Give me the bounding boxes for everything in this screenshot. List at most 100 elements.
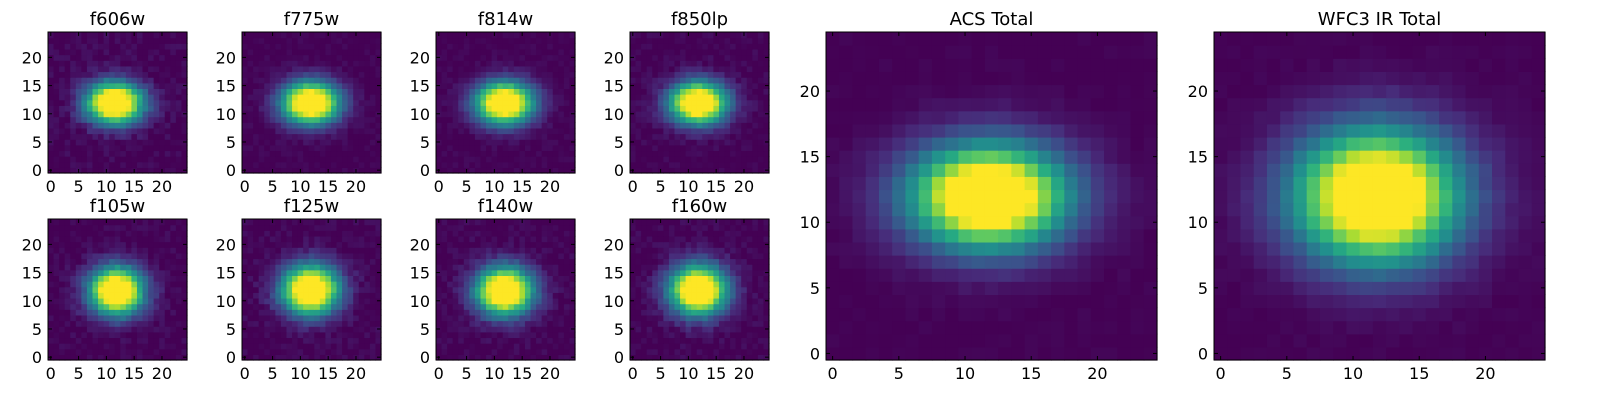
- heatmap-cell: [702, 297, 709, 305]
- heatmap-cell: [735, 32, 742, 39]
- heatmap-cell: [159, 94, 166, 101]
- heatmap-cell: [713, 60, 720, 67]
- heatmap-cell: [347, 326, 354, 333]
- heatmap-cell: [336, 88, 343, 95]
- heatmap-cell: [247, 105, 254, 112]
- heatmap-cell: [242, 235, 249, 243]
- heatmap-cell: [92, 116, 99, 123]
- heatmap-cell: [92, 60, 99, 67]
- heatmap-cell: [53, 32, 60, 39]
- heatmap-cell: [314, 144, 321, 152]
- heatmap-cell: [635, 133, 642, 140]
- heatmap-cell: [480, 54, 487, 61]
- heatmap-cell: [181, 224, 188, 231]
- heatmap-cell: [253, 156, 260, 163]
- heatmap-cell: [491, 54, 498, 61]
- heatmap-cell: [730, 54, 737, 61]
- heatmap-cell: [159, 235, 166, 243]
- heatmap-cell: [336, 343, 343, 350]
- heatmap-cell: [558, 54, 565, 61]
- heatmap-cell: [724, 37, 731, 44]
- heatmap-cell: [657, 116, 664, 123]
- heatmap-cell: [286, 281, 293, 288]
- heatmap-cell: [569, 219, 576, 226]
- heatmap-cell: [480, 150, 487, 157]
- heatmap-cell: [463, 99, 470, 106]
- heatmap-cell: [53, 252, 60, 260]
- heatmap-cell: [48, 71, 55, 78]
- heatmap-cell: [336, 224, 343, 231]
- heatmap-cell: [680, 116, 687, 123]
- heatmap-cell: [552, 314, 559, 322]
- heatmap-cell: [663, 343, 670, 350]
- heatmap-cell: [646, 105, 653, 112]
- heatmap-cell: [319, 303, 326, 310]
- heatmap-cell: [159, 54, 166, 61]
- heatmap-cell: [48, 258, 55, 265]
- heatmap-cell: [519, 122, 526, 129]
- heatmap-cell: [120, 264, 127, 271]
- heatmap-cell: [680, 343, 687, 350]
- heatmap-cell: [674, 60, 681, 67]
- heatmap-cell: [497, 354, 504, 361]
- heatmap-cell: [319, 82, 326, 89]
- heatmap-cell: [297, 303, 304, 310]
- heatmap-cell: [469, 156, 476, 163]
- heatmap-cell: [691, 156, 698, 163]
- heatmap-cell: [92, 309, 99, 316]
- heatmap-cell: [536, 326, 543, 333]
- heatmap-cell: [353, 326, 360, 333]
- heatmap-cell: [125, 337, 132, 344]
- heatmap-cell: [75, 37, 82, 44]
- heatmap-cell: [59, 235, 66, 243]
- heatmap-cell: [264, 258, 271, 265]
- heatmap-cell: [436, 122, 443, 129]
- heatmap-cell: [70, 331, 77, 339]
- heatmap-cell: [364, 127, 371, 135]
- heatmap-cell: [513, 156, 520, 163]
- heatmap-cell: [148, 82, 155, 89]
- heatmap-cell: [463, 122, 470, 129]
- heatmap-cells: [436, 219, 576, 361]
- heatmap-cell: [330, 77, 338, 84]
- heatmap-cell: [81, 309, 88, 316]
- heatmap-cell: [447, 116, 454, 123]
- heatmap-cell: [375, 258, 382, 265]
- heatmap-cell: [536, 150, 543, 157]
- heatmap-cell: [757, 150, 765, 157]
- heatmap-cell: [641, 320, 648, 327]
- heatmap-cell: [109, 326, 116, 333]
- heatmap-cell: [153, 348, 160, 355]
- heatmap-cell: [53, 37, 60, 44]
- heatmap-cell: [264, 264, 271, 271]
- heatmap-cell: [502, 258, 509, 265]
- heatmap-cell: [325, 309, 332, 316]
- heatmap-cell: [635, 269, 642, 276]
- heatmap-cell: [668, 94, 676, 101]
- heatmap-cell: [247, 32, 254, 39]
- heatmap-cell: [314, 94, 321, 101]
- heatmap-cell: [347, 139, 354, 146]
- heatmap-cell: [369, 354, 377, 361]
- heatmap-cell: [536, 297, 543, 305]
- heatmap-cell: [114, 144, 121, 152]
- heatmap-cell: [280, 48, 288, 56]
- heatmap-cell: [59, 292, 66, 299]
- heatmap-cell: [513, 269, 520, 276]
- x-tick-label: 20: [540, 177, 560, 196]
- heatmap-cell: [452, 320, 459, 327]
- heatmap-cell: [125, 139, 132, 146]
- heatmap-cell: [536, 127, 543, 135]
- heatmap-cell: [269, 281, 276, 288]
- heatmap-cell: [657, 82, 664, 89]
- heatmap-cell: [474, 32, 482, 39]
- heatmap-cell: [480, 116, 487, 123]
- heatmap-cell: [474, 94, 482, 101]
- heatmap-cell: [98, 144, 105, 152]
- heatmap-cell: [674, 144, 681, 152]
- heatmap-cell: [641, 156, 648, 163]
- heatmap-cell: [125, 309, 132, 316]
- heatmap-cell: [668, 326, 676, 333]
- heatmap-cell: [70, 320, 77, 327]
- heatmap-cell: [524, 252, 532, 260]
